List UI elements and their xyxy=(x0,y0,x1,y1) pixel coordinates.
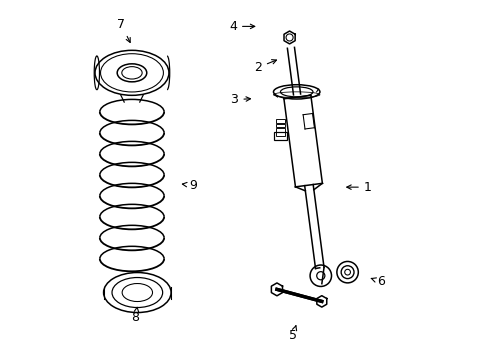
Bar xyxy=(276,119,285,123)
Bar xyxy=(274,132,286,140)
Text: 3: 3 xyxy=(230,93,250,106)
Bar xyxy=(276,132,285,136)
Bar xyxy=(276,128,285,132)
Text: 5: 5 xyxy=(288,326,296,342)
Text: 4: 4 xyxy=(229,20,254,33)
Text: 7: 7 xyxy=(117,18,130,42)
Text: 2: 2 xyxy=(254,60,276,74)
Text: 6: 6 xyxy=(370,275,384,288)
Text: 9: 9 xyxy=(182,179,196,192)
Bar xyxy=(276,123,285,127)
Text: 8: 8 xyxy=(131,307,139,324)
Text: 1: 1 xyxy=(346,181,371,194)
